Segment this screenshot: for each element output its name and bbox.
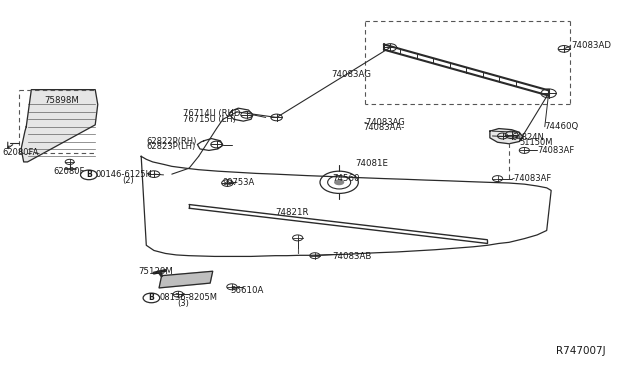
Text: 51150M: 51150M [519, 138, 553, 147]
Text: 74081E: 74081E [355, 158, 388, 167]
Text: 76714U (RHD: 76714U (RHD [182, 109, 240, 118]
Text: 74821R: 74821R [275, 208, 308, 217]
Polygon shape [490, 129, 523, 144]
Text: 74460Q: 74460Q [545, 122, 579, 131]
Text: 00146-6125H: 00146-6125H [95, 170, 152, 179]
Text: 76715U (LH): 76715U (LH) [182, 115, 236, 124]
Text: 74083AA-: 74083AA- [364, 123, 404, 132]
Polygon shape [21, 90, 98, 162]
Text: 75898M: 75898M [44, 96, 79, 105]
Text: 75129M: 75129M [138, 267, 173, 276]
Text: R747007J: R747007J [556, 346, 606, 356]
Text: (3): (3) [177, 299, 189, 308]
Text: 62822P(RH): 62822P(RH) [147, 137, 196, 146]
Text: 56610A: 56610A [230, 286, 264, 295]
Text: -74083AF: -74083AF [511, 174, 552, 183]
Polygon shape [159, 271, 212, 288]
Text: B: B [148, 294, 154, 302]
Text: 64824N: 64824N [511, 132, 545, 142]
Text: (2): (2) [122, 176, 134, 185]
Text: 62080F: 62080F [53, 167, 84, 176]
Text: 74083AG: 74083AG [332, 70, 371, 79]
Text: 74083AB: 74083AB [333, 252, 372, 261]
Text: 74083AF: 74083AF [537, 146, 574, 155]
Text: 08136-8205M: 08136-8205M [159, 294, 217, 302]
Text: 99753A: 99753A [223, 178, 255, 187]
Text: -74083AG: -74083AG [364, 118, 405, 127]
Circle shape [334, 179, 344, 185]
Text: 62080FA: 62080FA [2, 148, 38, 157]
Text: 74560: 74560 [333, 174, 360, 183]
Text: 74083AD: 74083AD [571, 41, 611, 51]
Text: B: B [86, 170, 92, 179]
Text: 62823P(LH): 62823P(LH) [147, 142, 196, 151]
